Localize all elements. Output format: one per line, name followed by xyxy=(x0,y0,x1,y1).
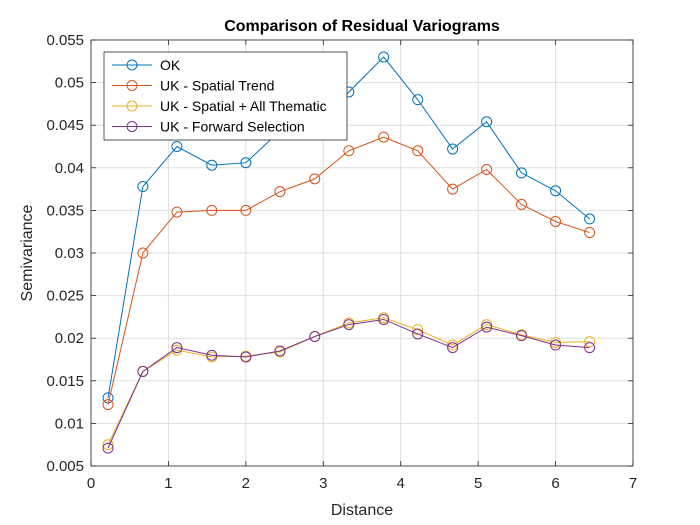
y-tick-label: 0.055 xyxy=(46,32,84,49)
y-tick-label: 0.025 xyxy=(46,288,84,305)
data-point xyxy=(206,204,218,216)
y-tick-label: 0.035 xyxy=(46,202,84,219)
data-point xyxy=(584,213,596,225)
series-2 xyxy=(102,131,596,411)
data-point xyxy=(378,51,390,63)
legend-item: UK - Forward Selection xyxy=(112,119,305,135)
data-point xyxy=(516,330,528,342)
data-point xyxy=(584,336,596,348)
y-tick-label: 0.05 xyxy=(55,75,84,92)
data-point xyxy=(516,198,528,210)
y-tick-label: 0.005 xyxy=(46,458,84,475)
legend-label: UK - Forward Selection xyxy=(160,119,305,135)
data-point xyxy=(516,167,528,179)
data-point xyxy=(481,321,493,333)
data-point xyxy=(240,351,252,363)
x-tick-label: 7 xyxy=(629,475,637,492)
y-axis-label: Semivariance xyxy=(19,204,36,301)
data-point xyxy=(102,439,114,451)
chart-title: Comparison of Residual Variograms xyxy=(224,18,500,35)
series-line xyxy=(107,317,590,445)
legend-box xyxy=(103,51,348,141)
legend-item: OK xyxy=(112,57,181,73)
series-1 xyxy=(102,51,596,404)
data-point xyxy=(412,324,424,336)
data-point xyxy=(171,342,183,354)
data-point xyxy=(171,206,183,218)
data-point xyxy=(378,131,390,143)
data-point xyxy=(550,215,562,227)
data-point xyxy=(240,204,252,216)
data-point xyxy=(309,173,321,185)
x-tick-label: 5 xyxy=(474,475,482,492)
x-tick-label: 2 xyxy=(242,475,250,492)
series-line xyxy=(107,136,590,405)
y-tick-label: 0.03 xyxy=(55,245,84,262)
data-point xyxy=(481,164,493,176)
data-point xyxy=(240,157,252,169)
data-point xyxy=(343,145,355,157)
data-point xyxy=(309,330,321,342)
legend-marker xyxy=(126,59,138,71)
series-4 xyxy=(102,313,596,454)
data-point xyxy=(206,159,218,171)
y-tick-label: 0.015 xyxy=(46,373,84,390)
x-tick-label: 1 xyxy=(164,475,172,492)
y-tick-label: 0.045 xyxy=(46,117,84,134)
axis-ticks: 0 1 2 3 4 5 6 7 0.005 0.01 0.015 0.02 0.025 0.03 0.035… xyxy=(46,32,637,492)
x-tick-label: 3 xyxy=(319,475,327,492)
data-point xyxy=(447,143,459,155)
data-point xyxy=(343,319,355,331)
data-point xyxy=(274,345,286,357)
legend-marker xyxy=(126,80,138,91)
data-point xyxy=(137,181,149,193)
data-point xyxy=(206,349,218,361)
legend-label: UK - Spatial + All Thematic xyxy=(160,98,327,114)
x-axis-label: Distance xyxy=(331,502,393,519)
series-line xyxy=(107,56,590,398)
y-tick-label: 0.04 xyxy=(55,160,84,177)
data-point xyxy=(102,399,114,411)
legend-marker xyxy=(126,100,138,112)
data-point xyxy=(412,145,424,157)
x-tick-label: 4 xyxy=(397,475,405,492)
legend-marker xyxy=(126,121,138,132)
data-point xyxy=(137,247,149,259)
data-point xyxy=(447,183,459,195)
data-point xyxy=(171,344,183,356)
data-point xyxy=(137,365,149,377)
series-line xyxy=(107,318,590,449)
data-point xyxy=(171,141,183,152)
data-point xyxy=(378,313,390,325)
legend: OK UK - Spatial Trend UK - Spatial + All T… xyxy=(103,51,348,141)
y-tick-label: 0.01 xyxy=(55,415,84,432)
legend-item: UK - Spatial Trend xyxy=(112,78,274,94)
series-layer xyxy=(102,51,596,454)
data-point xyxy=(102,442,114,454)
x-tick-label: 6 xyxy=(551,475,559,492)
data-point xyxy=(584,227,596,239)
data-point xyxy=(447,342,459,354)
data-point xyxy=(481,116,493,128)
y-tick-label: 0.02 xyxy=(55,330,84,347)
data-point xyxy=(550,339,562,351)
legend-label: OK xyxy=(160,57,181,73)
x-tick-label: 0 xyxy=(87,475,95,492)
data-point xyxy=(412,328,424,340)
legend-label: UK - Spatial Trend xyxy=(160,78,274,94)
legend-item: UK - Spatial + All Thematic xyxy=(112,98,327,114)
data-point xyxy=(584,342,596,354)
data-point xyxy=(481,319,493,331)
data-point xyxy=(550,185,562,197)
data-point xyxy=(412,94,424,106)
data-point xyxy=(274,186,286,198)
data-point xyxy=(550,336,562,348)
